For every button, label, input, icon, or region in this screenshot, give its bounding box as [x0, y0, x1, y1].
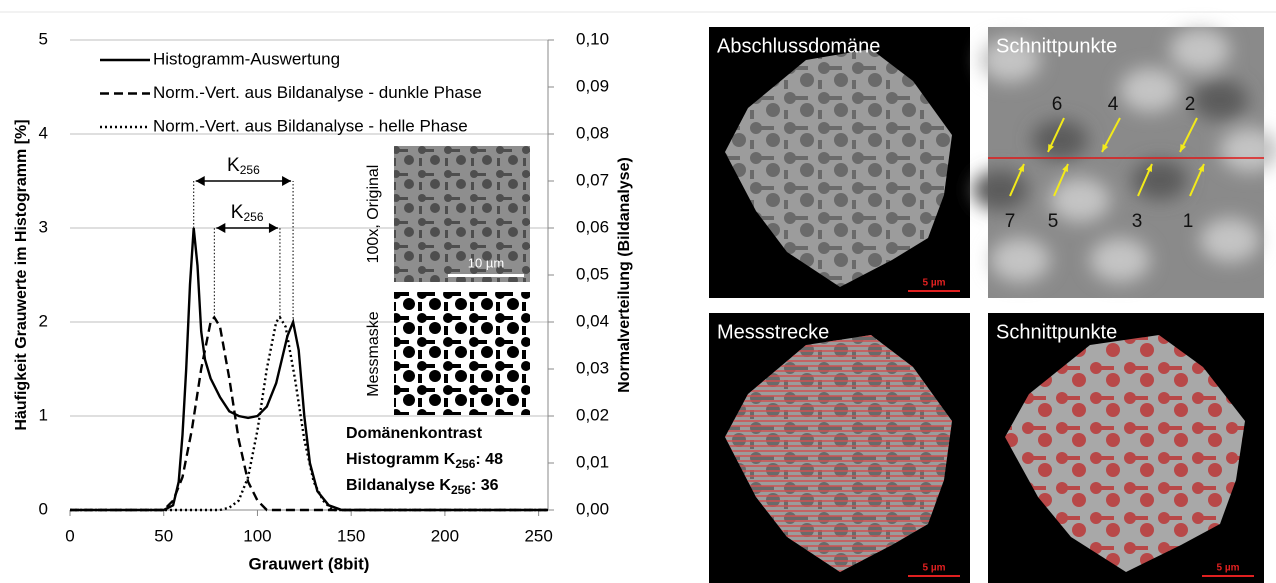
contrast-row-part: 256: [455, 457, 475, 471]
texture-spot: [1050, 178, 1110, 222]
contrast-row-part: Bildanalyse K: [346, 477, 451, 494]
series-line: [70, 227, 548, 512]
k-label-part: 256: [240, 163, 260, 177]
x-tick-label: 50: [154, 526, 173, 545]
panel-label: Messstrecke: [717, 321, 829, 343]
intersection-number: 6: [1052, 94, 1063, 115]
intersection-arrowhead: [1180, 144, 1187, 152]
contrast-title: Domänenkontrast: [346, 425, 483, 442]
inset-image: [394, 146, 530, 282]
y2-tick-label: 0,00: [576, 499, 609, 518]
x-axis-title: Grauwert (8bit): [249, 554, 370, 573]
y-tick-label: 3: [39, 217, 48, 236]
texture-spot: [990, 238, 1050, 282]
scale-bar: [908, 575, 960, 577]
k-label-part: 256: [243, 210, 263, 224]
intersection-arrowhead: [1062, 164, 1068, 172]
panel-label: Abschlussdomäne: [717, 35, 880, 57]
intersection-number: 3: [1132, 211, 1143, 232]
texture-spot: [1200, 218, 1260, 262]
scale-bar: [1202, 575, 1254, 577]
intersection-arrowhead: [1146, 164, 1152, 172]
y2-tick-label: 0,03: [576, 358, 609, 377]
texture-spot: [1032, 120, 1088, 160]
y2-tick-label: 0,07: [576, 170, 609, 189]
y-axis-title: Häufigkeit Grauwerte im Histogramm [%]: [13, 119, 30, 430]
measure-lines: [725, 335, 952, 572]
intersection-number: 5: [1048, 211, 1059, 232]
x-tick-label: 0: [65, 526, 74, 545]
inset-label: Messmaske: [365, 311, 382, 396]
intersection-number: 2: [1185, 94, 1196, 115]
y2-tick-label: 0,04: [576, 311, 609, 330]
y2-tick-label: 0,09: [576, 76, 609, 95]
y-tick-label: 5: [39, 29, 48, 48]
series-line: [70, 315, 548, 512]
texture-spot: [980, 38, 1040, 82]
y2-tick-label: 0,05: [576, 264, 609, 283]
legend-label: Norm.-Vert. aus Bildanalyse - dunkle Pha…: [153, 83, 482, 102]
contrast-row-part: : 36: [471, 477, 499, 494]
x-tick-label: 100: [243, 526, 271, 545]
x-tick-label: 200: [431, 526, 459, 545]
intersection-arrowhead: [1018, 164, 1024, 172]
legend-label: Histogramm-Auswertung: [153, 49, 340, 68]
texture-spot: [1132, 160, 1188, 200]
inset-image: [394, 292, 530, 415]
scale-label: 5 µm: [1217, 563, 1240, 574]
x-tick-label: 150: [337, 526, 365, 545]
domain-area: [725, 49, 952, 287]
contrast-row: Histogramm K256: 48: [346, 451, 503, 471]
texture-spot: [1090, 238, 1150, 282]
contrast-row-part: Histogramm K: [346, 451, 456, 468]
k-label: K256: [231, 202, 264, 224]
domain-area: [1005, 335, 1245, 572]
intersection-arrowhead: [1048, 144, 1054, 152]
intersection-arrowhead: [1102, 144, 1109, 152]
intersection-arrowhead: [1198, 164, 1204, 172]
y2-tick-label: 0,06: [576, 217, 609, 236]
y2-tick-label: 0,02: [576, 405, 609, 424]
scale-bar: [908, 290, 960, 292]
scale-label: 5 µm: [923, 563, 946, 574]
inset-label: 100x, Original: [365, 165, 382, 264]
scale-label: 5 µm: [923, 278, 946, 289]
texture-spot: [1170, 28, 1230, 72]
x-tick-label: 250: [524, 526, 552, 545]
intersection-number: 7: [1005, 211, 1016, 232]
inset-scale: 10 µm: [468, 255, 504, 270]
intersection-number: 4: [1108, 94, 1119, 115]
blur-texture: [972, 28, 1276, 282]
y-tick-label: 0: [39, 499, 48, 518]
texture-spot: [1192, 80, 1248, 120]
k-label-part: K: [231, 202, 244, 223]
y2-tick-label: 0,08: [576, 123, 609, 142]
y-tick-label: 2: [39, 311, 48, 330]
contrast-row-part: : 48: [475, 451, 503, 468]
y-tick-label: 4: [39, 123, 48, 142]
inset-scalebar: [448, 274, 524, 277]
panel-label: Schnittpunkte: [996, 321, 1117, 343]
contrast-row-part: 256: [451, 483, 471, 497]
panel-label: Schnittpunkte: [996, 35, 1117, 57]
y-tick-label: 1: [39, 405, 48, 424]
intersection-number: 1: [1183, 211, 1194, 232]
y2-tick-label: 0,10: [576, 29, 609, 48]
k-label-part: K: [227, 155, 240, 176]
k-label: K256: [227, 155, 260, 177]
legend-label: Norm.-Vert. aus Bildanalyse - helle Phas…: [153, 116, 468, 135]
texture-spot: [1120, 68, 1180, 112]
texture-spot: [972, 170, 1028, 210]
y2-tick-label: 0,01: [576, 452, 609, 471]
contrast-row: Bildanalyse K256: 36: [346, 477, 499, 497]
y2-axis-title: Normalverteilung (Bildanalyse): [616, 157, 633, 393]
texture-spot: [1220, 128, 1276, 172]
